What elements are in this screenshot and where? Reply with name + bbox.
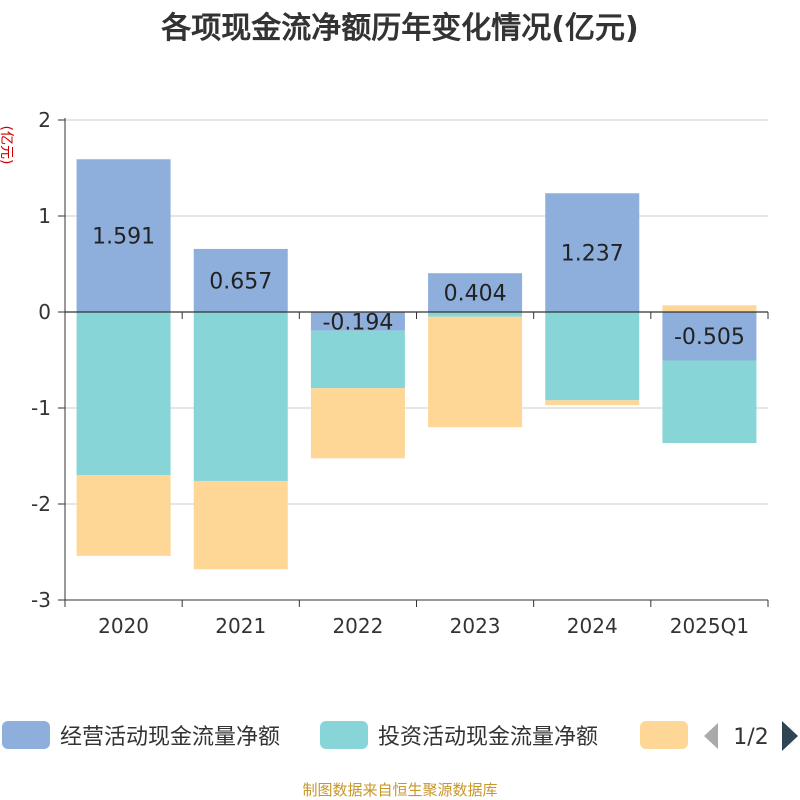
y-tick-label: -1 (31, 396, 51, 420)
bar-segment[interactable] (662, 312, 757, 361)
x-tick-label: 2022 (332, 614, 383, 638)
x-tick-label: 2023 (450, 614, 501, 638)
legend-swatch[interactable] (640, 721, 688, 749)
x-tick-label: 2021 (215, 614, 266, 638)
legend-next-icon[interactable] (782, 721, 798, 751)
legend-swatch[interactable] (320, 721, 368, 749)
data-label: -0.505 (674, 325, 745, 350)
legend-swatch[interactable] (2, 721, 50, 749)
bar-segment[interactable] (193, 248, 288, 312)
chart-title: 各项现金流净额历年变化情况(亿元) (160, 11, 638, 46)
bar-segment[interactable] (310, 388, 405, 459)
legend-label[interactable]: 经营活动现金流量净额 (60, 725, 280, 750)
axes: 2 1 0 -1 -2 -3 2020 2021 2022 2023 2024 2025Q1 (31, 108, 769, 638)
bars (76, 159, 757, 570)
bar-segment[interactable] (662, 360, 757, 444)
bar-segment[interactable] (428, 312, 523, 317)
bar-segment[interactable] (428, 316, 523, 428)
y-tick-label: 0 (38, 300, 51, 324)
bar-segment[interactable] (545, 400, 640, 406)
bar-segment[interactable] (193, 480, 288, 570)
bar-segment[interactable] (193, 312, 288, 481)
bar-segment[interactable] (76, 475, 171, 556)
data-label: 0.657 (209, 269, 272, 294)
bar-segment[interactable] (662, 305, 757, 312)
bar-segment[interactable] (76, 159, 171, 312)
y-tick-label: -2 (31, 492, 51, 516)
y-tick-label: 1 (38, 204, 51, 228)
x-tick-label: 2020 (98, 614, 149, 638)
legend: 经营活动现金流量净额 投资活动现金流量净额 (2, 721, 688, 750)
bar-segment[interactable] (310, 330, 405, 389)
bar-segment[interactable] (428, 273, 523, 312)
x-tick-label: 2024 (567, 614, 618, 638)
data-label: 1.591 (92, 225, 155, 250)
bar-segment[interactable] (545, 193, 640, 312)
y-tick-label: -3 (31, 588, 51, 612)
y-axis-label: (亿元) (0, 126, 14, 165)
data-label: 1.237 (561, 242, 624, 267)
data-label: 0.404 (444, 282, 507, 307)
legend-prev-icon[interactable] (704, 723, 718, 749)
source-note: 制图数据来自恒生聚源数据库 (302, 781, 497, 799)
bar-segment[interactable] (76, 312, 171, 476)
legend-label[interactable]: 投资活动现金流量净额 (378, 725, 598, 750)
y-tick-label: 2 (38, 108, 51, 132)
bar-segment[interactable] (545, 312, 640, 401)
x-tick-label: 2025Q1 (670, 614, 749, 638)
legend-page-indicator: 1/2 (733, 725, 768, 750)
legend-pager: 1/2 (704, 721, 798, 751)
bar-segment[interactable] (310, 312, 405, 331)
data-label: -0.194 (322, 310, 393, 335)
data-labels: 1.591 0.657 -0.194 0.404 1.237 -0.505 (92, 225, 745, 351)
